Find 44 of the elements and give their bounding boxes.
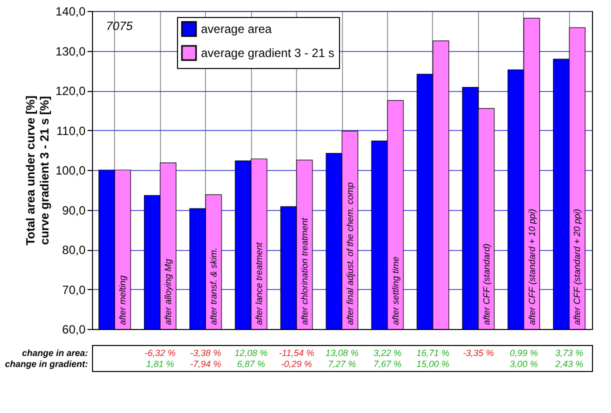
text: change in area: xyxy=(22,348,88,358)
y-tick-label: 60,0 xyxy=(62,322,86,336)
text: 7,27 % xyxy=(328,359,356,369)
category-label: after CFF (standard + 20 ppi) xyxy=(572,208,582,325)
text: 3,00 % xyxy=(510,359,538,369)
y-tick-label: 130,0 xyxy=(55,44,86,58)
y-tick-label: 140,0 xyxy=(55,4,86,18)
text: -11,54 % xyxy=(278,348,314,358)
category-label: after alloying Mg xyxy=(163,258,174,325)
y-tick-label: 70,0 xyxy=(62,282,86,297)
text: -6,32 % xyxy=(144,348,176,358)
legend-label: average area xyxy=(201,22,272,36)
category-label: after settling time xyxy=(390,256,400,325)
category-label: after CFF (standard + 10 ppi) xyxy=(526,208,537,325)
text: 13,08 % xyxy=(325,348,359,358)
text: 0,99 % xyxy=(510,348,538,358)
text: 7,67 % xyxy=(373,359,402,369)
text: 16,71 % xyxy=(416,348,450,358)
text: change in gradient: xyxy=(4,359,88,369)
category-label: after final adjust. of the chem. comp xyxy=(344,182,355,325)
category-label: after melting xyxy=(118,275,128,325)
text: 3,73 % xyxy=(555,348,584,358)
category-label: after CFF (standard) xyxy=(481,244,492,325)
text: -0,29 % xyxy=(281,359,312,369)
text: -3,35 % xyxy=(462,348,494,358)
y-axis-title: Total area under curve [%] curve gradient 3 - 21 s [%] xyxy=(23,96,52,246)
y-tick-label: 110,0 xyxy=(56,124,86,138)
text: 1,81 % xyxy=(146,359,174,369)
y-tick-label: 120,0 xyxy=(55,84,86,98)
text: -3,38 % xyxy=(190,348,222,358)
y-tick-label: 90,0 xyxy=(62,203,86,218)
category-label: after lance treatment xyxy=(254,242,264,325)
text: 2,43 % xyxy=(554,359,584,369)
text: 3,22 % xyxy=(373,348,402,358)
category-label: after transf. & skim. xyxy=(208,247,219,325)
text: -7,94 % xyxy=(190,359,222,369)
text: 12,08 % xyxy=(234,348,268,358)
text: 15,00 % xyxy=(416,359,450,369)
y-tick-label: 80,0 xyxy=(62,243,86,257)
annotation: 7075 xyxy=(106,19,134,33)
y-tick-label: 100,0 xyxy=(55,164,86,178)
text: 6,87 % xyxy=(237,359,266,369)
legend-label: average gradient 3 - 21 s xyxy=(201,46,334,60)
category-label: after chlorination treatment xyxy=(300,218,310,325)
